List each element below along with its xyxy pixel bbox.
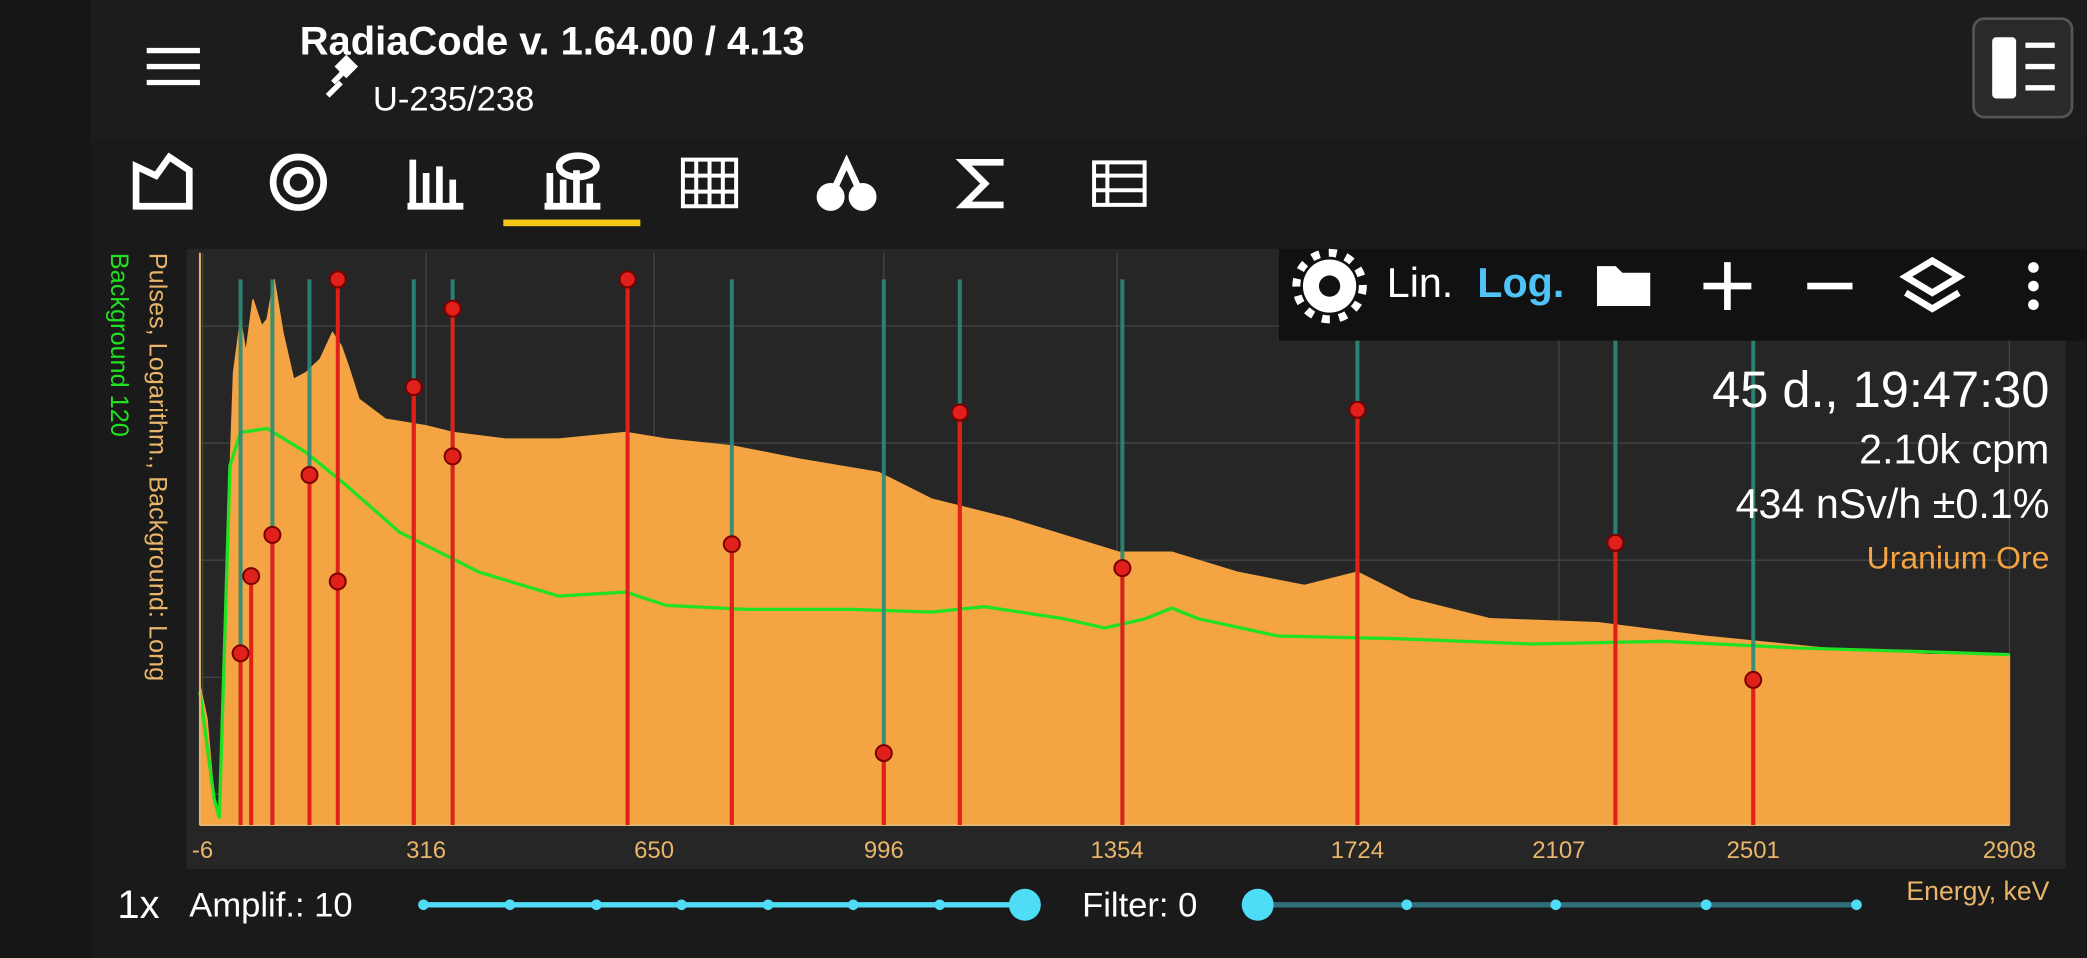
- peak-marker: [1348, 400, 1367, 419]
- x-tick-label: -6: [192, 837, 213, 864]
- amplif-slider[interactable]: [418, 888, 1041, 921]
- settings-panel-button[interactable]: [1972, 17, 2074, 119]
- x-tick-label: 2908: [1983, 837, 2036, 864]
- amplif-label: Amplif.: 10: [189, 887, 352, 925]
- app-subtitle: U-235/238: [373, 80, 534, 118]
- x-tick-label: 2107: [1532, 837, 1585, 864]
- tab-sum-icon[interactable]: [955, 159, 1004, 209]
- tab-grid-icon[interactable]: [680, 157, 739, 209]
- peak-marker: [1113, 559, 1132, 578]
- peak-marker: [1744, 670, 1763, 689]
- peak-marker: [300, 466, 319, 484]
- count-rate: 2.10k cpm: [1859, 426, 2049, 472]
- peak-marker: [263, 525, 282, 544]
- peak-marker: [443, 299, 462, 318]
- x-tick-label: 1724: [1331, 837, 1384, 864]
- tab-rate-icon[interactable]: [269, 153, 327, 211]
- peak-marker: [328, 270, 347, 289]
- plot: -6 316 650 996 1354 1724 2107 2501 2908: [192, 252, 2036, 864]
- peak-marker: [443, 447, 462, 466]
- x-tick-label: 316: [406, 837, 446, 864]
- x-tick-label: 650: [634, 837, 674, 864]
- source-name: Uranium Ore: [1867, 540, 2050, 576]
- tab-spectrum-icon[interactable]: [407, 159, 464, 210]
- lin-button[interactable]: Lin.: [1387, 260, 1453, 306]
- tab-spectrum-id-icon[interactable]: [544, 152, 601, 210]
- tab-indicator: [503, 219, 641, 227]
- filter-label: Filter: 0: [1082, 887, 1197, 925]
- dose-rate: 434 nSv/h ±0.1%: [1736, 481, 2050, 527]
- peak-marker: [950, 403, 969, 422]
- zoom-in-button[interactable]: [1703, 262, 1752, 311]
- pin-icon: [325, 54, 359, 98]
- peak-marker: [722, 535, 741, 554]
- elapsed-time: 45 d., 19:47:30: [1712, 361, 2049, 418]
- peak-marker: [1606, 533, 1625, 552]
- app-title: RadiaCode v. 1.64.00 / 4.13: [300, 19, 805, 63]
- more-button[interactable]: [2028, 262, 2039, 311]
- peak-marker: [404, 378, 423, 397]
- x-tick-label: 996: [864, 837, 904, 864]
- peak-marker: [231, 644, 250, 663]
- tab-dose-icon[interactable]: [132, 152, 193, 210]
- y-axis-label: Pulses, Logarithm., Background: Long: [143, 253, 171, 681]
- top-bar: [90, 0, 2087, 140]
- x-tick-label: 2501: [1727, 837, 1780, 864]
- open-button[interactable]: [1597, 266, 1651, 307]
- peak-marker: [242, 567, 261, 586]
- x-axis-label: Energy, keV: [1906, 876, 2049, 906]
- log-button[interactable]: Log.: [1477, 260, 1564, 306]
- tab-search-icon[interactable]: [816, 154, 877, 211]
- peak-marker: [618, 270, 637, 289]
- tab-table-icon[interactable]: [1092, 160, 1147, 207]
- zoom-factor[interactable]: 1x: [117, 883, 159, 927]
- background-label: Background 120: [105, 253, 133, 437]
- x-tick-label: 1354: [1090, 837, 1143, 864]
- menu-button[interactable]: [146, 47, 200, 86]
- peak-marker: [328, 572, 347, 591]
- layers-button[interactable]: [1899, 256, 1966, 313]
- peak-marker: [874, 744, 893, 763]
- filter-slider[interactable]: [1241, 888, 1862, 921]
- background-line: [198, 426, 2010, 819]
- settings-button[interactable]: [1292, 248, 1367, 324]
